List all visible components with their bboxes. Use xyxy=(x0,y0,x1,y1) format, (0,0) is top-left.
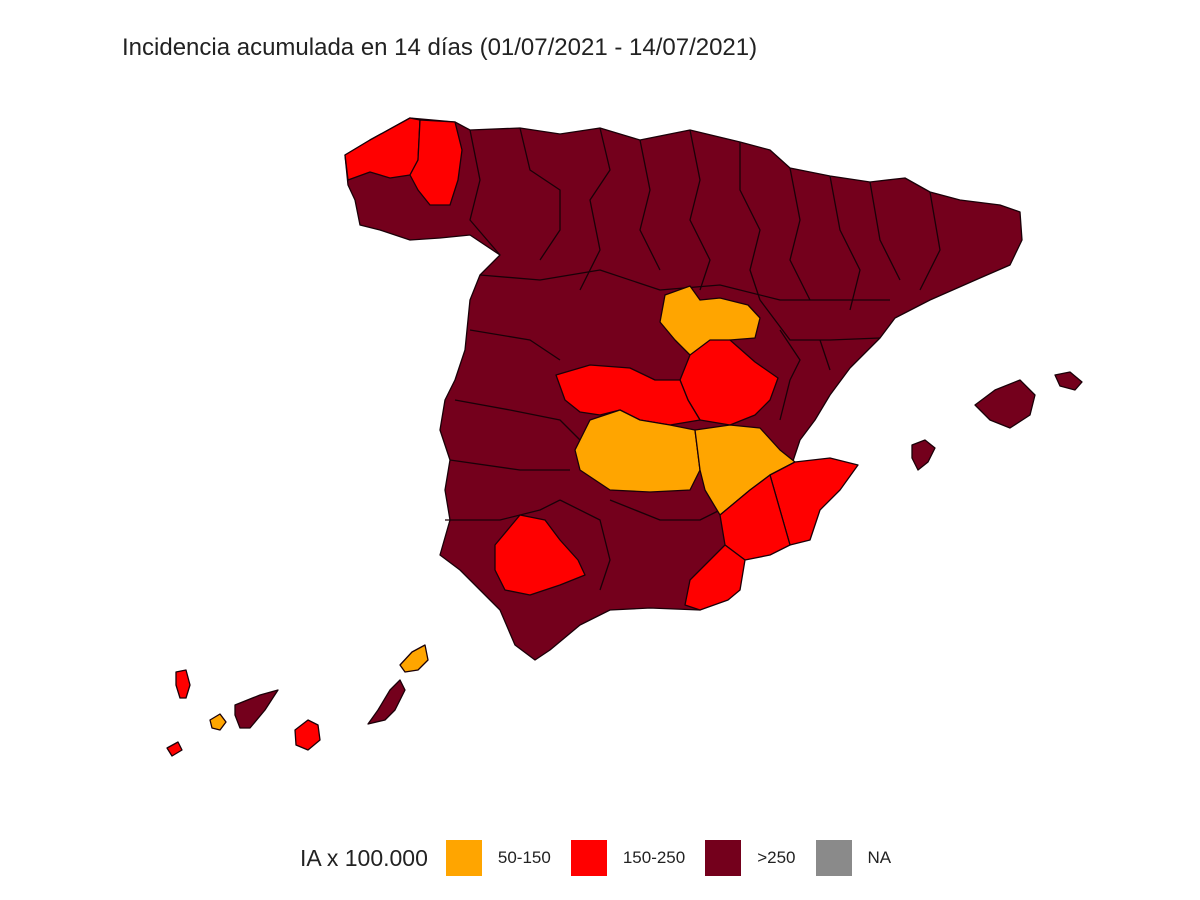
spain-incidence-map xyxy=(166,117,1083,757)
legend-item-over-250: >250 xyxy=(705,840,796,876)
region-a-coruna xyxy=(344,117,421,181)
region-guadalajara xyxy=(659,285,761,356)
region-ciudad-real xyxy=(574,409,701,493)
region-almeria xyxy=(684,544,746,611)
map-legend: IA x 100.000 50-150 150-250 >250 NA xyxy=(300,840,911,876)
map-title: Incidencia acumulada en 14 días (01/07/2… xyxy=(122,34,758,61)
legend-swatch xyxy=(445,840,482,876)
legend-swatch xyxy=(815,840,852,876)
legend-title: IA x 100.000 xyxy=(300,844,428,871)
legend-swatch xyxy=(705,840,742,876)
region-la-palma xyxy=(175,669,191,699)
legend-swatch xyxy=(570,840,607,876)
region-el-hierro xyxy=(166,741,183,757)
legend-label: 150-250 xyxy=(622,848,686,867)
legend-label: >250 xyxy=(757,848,796,867)
region-lanzarote xyxy=(399,644,429,673)
region-la-gomera xyxy=(209,713,227,731)
region-toledo xyxy=(555,364,701,426)
legend-item-150-250: 150-250 xyxy=(570,840,686,876)
legend-item-50-150: 50-150 xyxy=(445,840,551,876)
region-tenerife xyxy=(234,689,279,729)
region-fuerteventura xyxy=(367,679,406,725)
region-menorca xyxy=(1054,371,1083,391)
legend-item-na: NA xyxy=(815,840,892,876)
region-ibiza xyxy=(911,439,936,471)
region-lugo xyxy=(409,119,463,206)
legend-label: NA xyxy=(867,848,892,867)
legend-label: 50-150 xyxy=(497,848,551,867)
region-gran-canaria xyxy=(294,719,321,751)
region-mallorca xyxy=(974,379,1036,429)
region-cordoba xyxy=(494,514,586,596)
